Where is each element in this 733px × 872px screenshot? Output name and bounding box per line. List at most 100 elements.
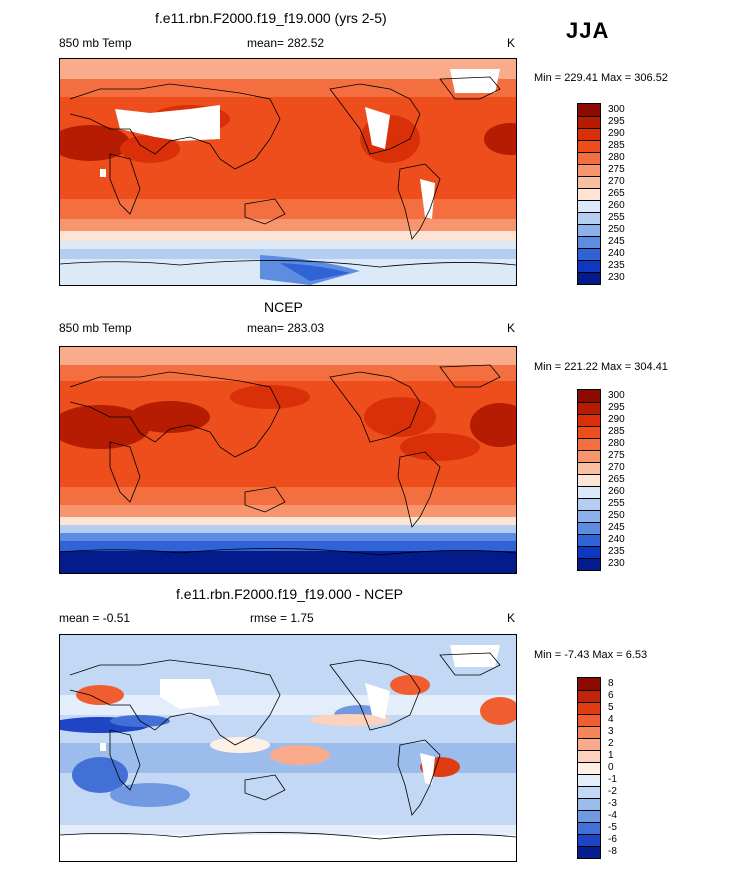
panel-3-mean-label: mean = -0.51 [59, 611, 131, 625]
colorbar-swatch [578, 414, 600, 426]
colorbar-swatch [578, 438, 600, 450]
colorbar-tick-label: -3 [608, 798, 617, 809]
panel-3-colorbar: 8 6 5 4 3 2 1 0 -1 -2 -3 -4 -5 -6 -8 [577, 677, 617, 859]
colorbar-swatch [578, 534, 600, 546]
colorbar-tick-label: 265 [608, 474, 625, 485]
panel-1-title: f.e11.rbn.F2000.f19_f19.000 (yrs 2-5) [155, 10, 387, 26]
colorbar-tick-label: 255 [608, 498, 625, 509]
colorbar-swatch [578, 702, 600, 714]
colorbar-tick-label: 295 [608, 402, 625, 413]
colorbar-tick-label: 245 [608, 236, 625, 247]
colorbar-tick-label: 250 [608, 510, 625, 521]
colorbar-swatch [578, 462, 600, 474]
colorbar-tick-label: 240 [608, 248, 625, 259]
panel-1-map [59, 58, 517, 286]
colorbar-swatch [578, 152, 600, 164]
colorbar-tick-label: 235 [608, 546, 625, 557]
season-label: JJA [566, 18, 610, 43]
colorbar-swatch [578, 558, 600, 570]
colorbar-tick-label: 275 [608, 450, 625, 461]
colorbar-tick-label: 255 [608, 212, 625, 223]
panel-3-minmax: Min = -7.43 Max = 6.53 [534, 649, 648, 661]
colorbar-swatch [578, 450, 600, 462]
colorbar-swatch [578, 774, 600, 786]
colorbar-tick-label: 300 [608, 104, 625, 115]
panel-1-minmax: Min = 229.41 Max = 306.52 [534, 72, 668, 84]
colorbar-swatch [578, 498, 600, 510]
colorbar-swatch [578, 726, 600, 738]
panel-2-minmax: Min = 221.22 Max = 304.41 [534, 361, 668, 373]
colorbar-swatch [578, 750, 600, 762]
colorbar-tick-label: 280 [608, 438, 625, 449]
colorbar-swatch [578, 762, 600, 774]
colorbar-swatch [578, 486, 600, 498]
colorbar-tick-label: 0 [608, 762, 614, 773]
colorbar-tick-label: 280 [608, 152, 625, 163]
colorbar-swatch [578, 690, 600, 702]
colorbar-tick-label: 230 [608, 558, 625, 569]
colorbar-swatch [578, 188, 600, 200]
colorbar-tick-label: 240 [608, 534, 625, 545]
colorbar-swatch [578, 402, 600, 414]
colorbar-swatch [578, 846, 600, 858]
panel-2-map [59, 346, 517, 574]
colorbar-swatch [578, 140, 600, 152]
colorbar-tick-label: 300 [608, 390, 625, 401]
colorbar-tick-label: 1 [608, 750, 614, 761]
colorbar-swatch [578, 426, 600, 438]
colorbar-tick-label: 295 [608, 116, 625, 127]
colorbar-swatch [578, 212, 600, 224]
colorbar-tick-label: -2 [608, 786, 617, 797]
colorbar-swatch [578, 164, 600, 176]
panel-2-temperature-field [60, 347, 516, 573]
colorbar-swatch [578, 786, 600, 798]
colorbar-tick-label: 4 [608, 714, 614, 725]
colorbar-tick-label: 270 [608, 462, 625, 473]
colorbar-tick-label: -8 [608, 846, 617, 857]
panel-2-variable-label: 850 mb Temp [59, 321, 132, 335]
colorbar-tick-label: 5 [608, 702, 614, 713]
colorbar-tick-label: 260 [608, 200, 625, 211]
colorbar-tick-label: 285 [608, 140, 625, 151]
colorbar-tick-label: 260 [608, 486, 625, 497]
panel-2-mean-label: mean= 283.03 [247, 321, 325, 335]
colorbar-swatch [578, 738, 600, 750]
colorbar-tick-label: 8 [608, 678, 614, 689]
panel-3-title: f.e11.rbn.F2000.f19_f19.000 - NCEP [176, 586, 403, 602]
colorbar-swatch [578, 272, 600, 284]
colorbar-tick-label: -6 [608, 834, 617, 845]
panel-1-colorbar: 300 295 290 285 280 275 270 265 260 255 250 245 240 2… [577, 103, 625, 285]
colorbar-tick-label: 6 [608, 690, 614, 701]
colorbar-tick-label: 3 [608, 726, 614, 737]
colorbar-swatch [578, 510, 600, 522]
panel-1-temperature-field [60, 59, 516, 285]
colorbar-swatch [578, 798, 600, 810]
panel-3-rmse-label: rmse = 1.75 [250, 611, 314, 625]
panel-1-unit-label: K [507, 36, 516, 50]
colorbar-tick-label: 285 [608, 426, 625, 437]
colorbar-tick-label: 270 [608, 176, 625, 187]
colorbar-swatch [578, 834, 600, 846]
panel-2-colorbar: 300 295 290 285 280 275 270 265 260 255 250 245 240 2… [577, 389, 625, 571]
colorbar-tick-label: 290 [608, 414, 625, 425]
colorbar-swatch [578, 390, 600, 402]
colorbar-swatch [578, 200, 600, 212]
colorbar-tick-label: 290 [608, 128, 625, 139]
colorbar-swatch [578, 260, 600, 272]
colorbar-swatch [578, 822, 600, 834]
colorbar-swatch [578, 546, 600, 558]
colorbar-tick-label: 235 [608, 260, 625, 271]
colorbar-swatch [578, 714, 600, 726]
colorbar-tick-label: 250 [608, 224, 625, 235]
colorbar-tick-label: 265 [608, 188, 625, 199]
panel-1-variable-label: 850 mb Temp [59, 36, 132, 50]
panel-1-mean-label: mean= 282.52 [247, 36, 325, 50]
colorbar-swatch [578, 176, 600, 188]
colorbar-swatch [578, 522, 600, 534]
colorbar-tick-label: 245 [608, 522, 625, 533]
colorbar-swatch [578, 104, 600, 116]
colorbar-tick-label: 230 [608, 272, 625, 283]
colorbar-swatch [578, 678, 600, 690]
colorbar-swatch [578, 128, 600, 140]
panel-3-difference-field [60, 635, 516, 861]
